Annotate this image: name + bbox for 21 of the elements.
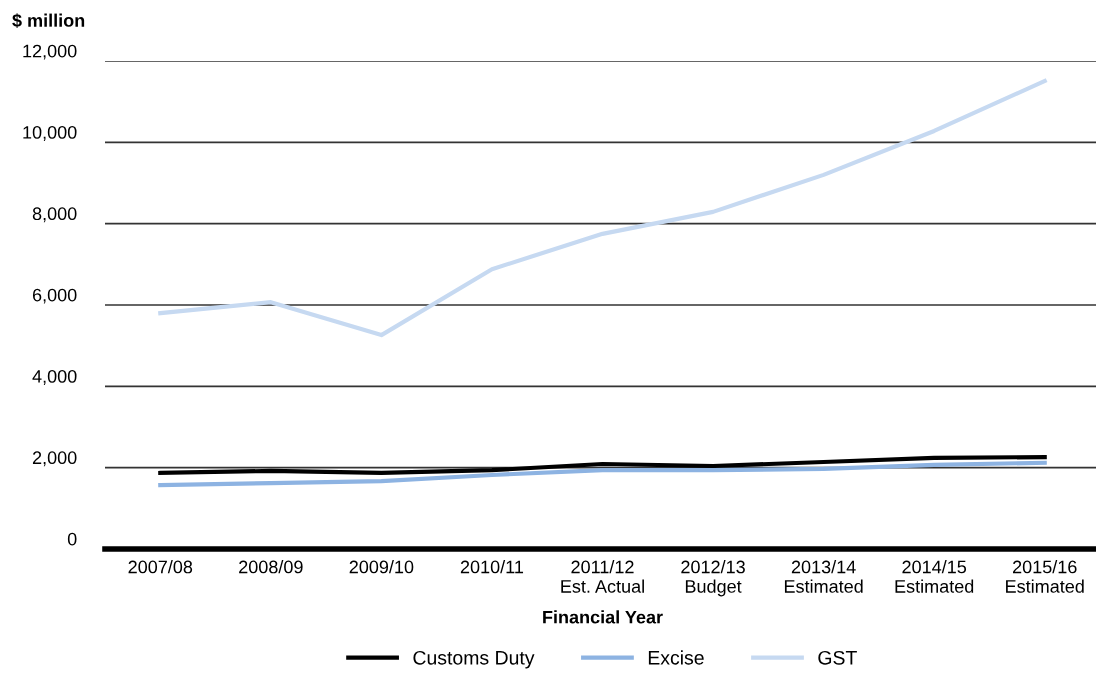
y-tick-label: 0 (67, 532, 77, 546)
y-tick-label: 10,000 (23, 125, 77, 141)
y-axis-title: $ million (12, 13, 85, 29)
x-tick-label: 2013/14 Estimated (784, 560, 863, 593)
y-tick-label: 8,000 (32, 207, 77, 223)
y-tick-label: 4,000 (32, 369, 77, 385)
x-tick-label: 2014/15 Estimated (895, 560, 974, 593)
x-tick-label: 2012/13 Budget (681, 560, 745, 597)
legend-label: Customs Duty (413, 650, 535, 669)
y-tick-label: 12,000 (23, 44, 77, 60)
y-tick-label: 2,000 (32, 451, 77, 467)
y-tick-label: 6,000 (32, 288, 77, 304)
x-axis-title: Financial Year (543, 610, 663, 624)
legend-label: GST (818, 650, 857, 665)
x-tick-label: 2008/09 (239, 560, 303, 574)
x-tick-label: 2007/08 (128, 560, 193, 574)
x-tick-label: 2010/11 (460, 560, 524, 574)
x-tick-label: 2011/12 Est. Actual (561, 560, 644, 593)
legend-label: Excise (648, 650, 704, 665)
x-tick-label: 2015/16 Estimated (1006, 560, 1084, 593)
x-tick-label: 2009/10 (349, 560, 414, 574)
